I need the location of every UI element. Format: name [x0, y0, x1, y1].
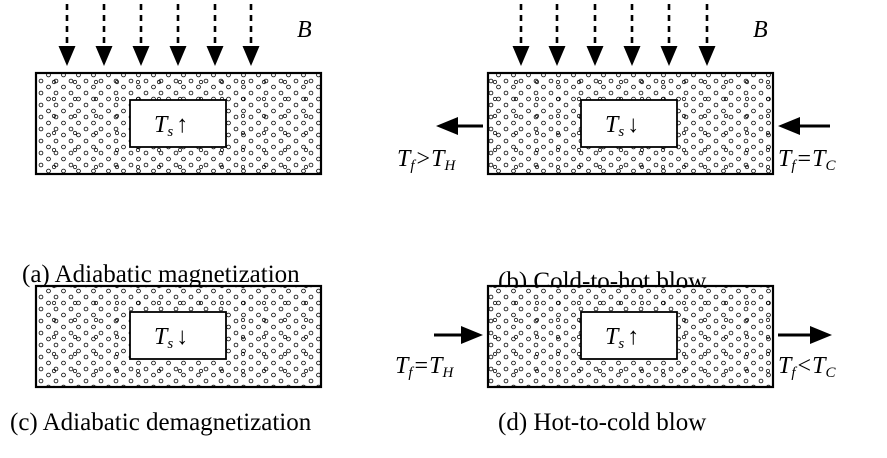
magnetic-field-arrows: [512, 4, 716, 66]
fluid-outlet-label: Tf<TC: [778, 353, 836, 381]
solid-temperature-box: Ts ↓: [580, 99, 678, 148]
field-arrow-3: [132, 4, 150, 66]
fluid-inlet-arrow: [778, 117, 830, 135]
fluid-outlet-arrow: [436, 117, 483, 135]
panel-a: B Ts ↑ (a) Adiabatic magnetization: [22, 4, 323, 288]
field-arrow-4: [169, 4, 187, 66]
regenerator-bed: [34, 71, 323, 176]
fluid-outlet-label: Tf>TH: [397, 146, 456, 174]
field-label: B: [753, 17, 768, 43]
field-arrow-6: [698, 4, 716, 66]
solid-temperature-label: Ts ↑: [605, 324, 639, 352]
panel-caption: (a) Adiabatic magnetization: [22, 261, 300, 288]
field-arrow-2: [548, 4, 566, 66]
magnetic-field-arrows: [58, 4, 260, 66]
panel-c: Ts ↓ (c) Adiabatic demagnetization: [10, 284, 323, 436]
solid-temperature-label: Ts ↓: [154, 324, 188, 352]
regenerator-bed: [486, 71, 775, 176]
fluid-outlet-arrow: [778, 326, 832, 344]
field-arrow-5: [206, 4, 224, 66]
panel-caption: (d) Hot-to-cold blow: [498, 409, 706, 436]
solid-temperature-label: Ts ↓: [605, 112, 639, 140]
solid-temperature-box: Ts ↑: [580, 311, 678, 360]
solid-temperature-label: Ts ↑: [154, 112, 188, 140]
field-arrow-2: [95, 4, 113, 66]
field-arrow-3: [586, 4, 604, 66]
solid-temperature-box: Ts ↓: [129, 311, 227, 360]
panel-caption: (c) Adiabatic demagnetization: [10, 409, 312, 436]
field-arrow-6: [242, 4, 260, 66]
field-arrow-1: [58, 4, 76, 66]
panel-d: Ts ↑ Tf=TH Tf<TC (d) Hot-to-cold blow: [395, 284, 836, 436]
field-label: B: [297, 17, 312, 43]
fluid-inlet-label: Tf=TH: [395, 353, 454, 381]
regenerator-bed: [34, 284, 323, 389]
solid-temperature-box: Ts ↑: [129, 99, 227, 148]
field-arrow-4: [623, 4, 641, 66]
fluid-inlet-arrow: [434, 326, 483, 344]
fluid-inlet-label: Tf=TC: [778, 146, 836, 174]
field-arrow-5: [660, 4, 678, 66]
field-arrow-1: [512, 4, 530, 66]
